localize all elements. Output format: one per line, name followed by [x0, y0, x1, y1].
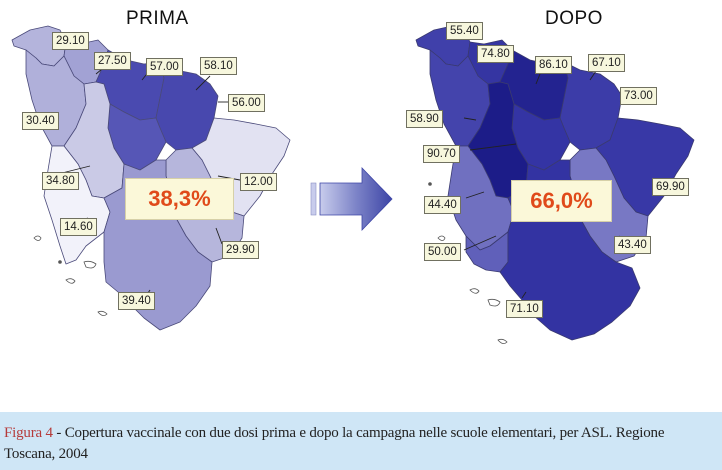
figure-label: Figura 4 [4, 425, 53, 441]
value-label-before-south: 39.40 [118, 292, 155, 310]
islands-before [33, 235, 108, 316]
caption-text: - Copertura vaccinale con due dosi prima… [4, 425, 665, 462]
value-label-before-west-south: 14.60 [60, 218, 97, 236]
value-label-before-far-east: 12.00 [240, 173, 277, 191]
value-label-before-n-center: 57.00 [146, 58, 183, 76]
value-label-before-west-coast: 30.40 [22, 112, 59, 130]
value-label-before-west-mid: 34.80 [42, 172, 79, 190]
value-label-after-n-west: 74.80 [477, 45, 514, 63]
title-after: DOPO [545, 8, 603, 29]
total-coverage-after: 66,0% [511, 180, 612, 222]
transition-arrow [310, 167, 393, 231]
leader-lines-after [447, 33, 665, 299]
value-label-after-far-east: 69.90 [652, 178, 689, 196]
value-label-after-n-east: 67.10 [588, 54, 625, 72]
value-label-before-n-west: 27.50 [94, 52, 131, 70]
value-label-before-south-east: 29.90 [222, 241, 259, 259]
value-label-after-south: 71.10 [506, 300, 543, 318]
value-label-after-south-east: 43.40 [614, 236, 651, 254]
value-label-after-west-mid: 90.70 [423, 145, 460, 163]
value-label-after-n-center: 86.10 [535, 56, 572, 74]
value-label-after-west-coast: 58.90 [406, 110, 443, 128]
figure-caption: Figura 4 - Copertura vaccinale con due d… [0, 412, 722, 470]
value-label-before-n-east: 58.10 [200, 57, 237, 75]
value-label-after-nw-top: 55.40 [446, 22, 483, 40]
value-label-after-east-center: 73.00 [620, 87, 657, 105]
title-before: PRIMA [126, 8, 189, 29]
total-coverage-before: 38,3% [125, 178, 234, 220]
value-label-after-west-south: 44.40 [424, 196, 461, 214]
value-label-before-nw-top: 29.10 [52, 32, 89, 50]
value-label-after-west-low: 50.00 [424, 243, 461, 261]
value-label-before-east-center: 56.00 [228, 94, 265, 112]
islands-after [428, 182, 508, 344]
